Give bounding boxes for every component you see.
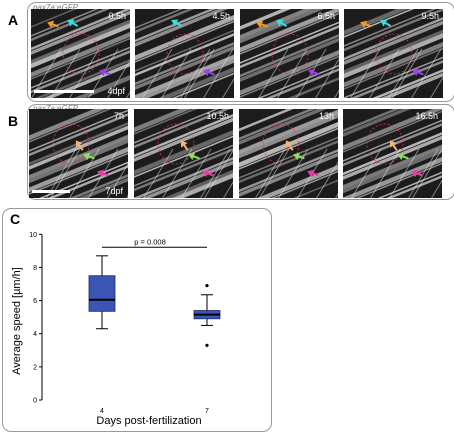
iqr-box (88, 275, 116, 312)
panel-c-letter: C (10, 211, 21, 227)
magenta-arrow-icon (411, 169, 423, 178)
scale-bar (34, 90, 94, 93)
green-arrow-icon (188, 152, 200, 161)
peach-arrow-icon (389, 140, 398, 151)
fluorescence-image (239, 109, 338, 198)
microscopy-frame: 9.5h (344, 9, 443, 98)
microscopy-frame: 10.5h (134, 109, 233, 198)
scale-bar (32, 190, 70, 193)
fluorescence-image (31, 9, 130, 98)
stage-label: 7dpf (105, 186, 123, 196)
time-label: 4.5h (212, 11, 230, 21)
y-tick-label: 0 (33, 398, 37, 405)
microscopy-frame: 16.5h (343, 109, 442, 198)
purple-arrow-icon (412, 68, 424, 77)
cyan-arrow-icon (380, 19, 392, 27)
y-tick-label: 8 (33, 265, 37, 272)
peach-arrow-icon (75, 140, 84, 151)
time-label: 13h (318, 111, 334, 121)
box-day-7 (193, 284, 221, 347)
microscopy-frame: 4.5h (135, 9, 234, 98)
fluorescence-image (344, 9, 443, 98)
time-label: 10.5h (206, 111, 229, 121)
orange-arrow-icon (47, 20, 59, 29)
y-tick-label: 2 (33, 364, 37, 371)
fluorescence-image (134, 109, 233, 198)
orange-arrow-icon (360, 20, 372, 29)
magenta-arrow-icon (97, 169, 109, 178)
microscopy-frame: 7h 7dpf (29, 109, 128, 198)
y-tick-label: 10 (29, 232, 37, 239)
microscopy-frame: 0.5h 4dpf (31, 9, 130, 98)
speed-boxplot: Average speed [µm/h] Days post-fertiliza… (11, 232, 221, 427)
x-tick-label: 7 (205, 408, 209, 415)
microscopy-frame: 6.5h (240, 9, 339, 98)
panel-a-letter: A (8, 12, 19, 28)
cyan-arrow-icon (67, 19, 79, 27)
y-tick-label: 4 (33, 331, 37, 338)
x-axis-title: Days post-fertilization (96, 415, 201, 427)
cyan-arrow-icon (171, 19, 183, 27)
green-arrow-icon (293, 152, 305, 161)
y-axis-title: Average speed [µm/h] (11, 267, 23, 375)
time-label: 16.5h (415, 111, 438, 121)
green-arrow-icon (83, 152, 95, 161)
magenta-arrow-icon (307, 169, 319, 178)
fluorescence-image (29, 109, 128, 198)
panel-a-gene-label: pax7a:eGFP (33, 3, 78, 12)
cyan-arrow-icon (276, 19, 288, 27)
orange-arrow-icon (256, 20, 268, 29)
purple-arrow-icon (203, 68, 215, 77)
panel-c-frame (2, 208, 272, 432)
green-arrow-icon (397, 152, 409, 161)
microscopy-frame: 13h (239, 109, 338, 198)
outlier-point (205, 284, 209, 288)
fluorescence-image (240, 9, 339, 98)
purple-arrow-icon (308, 68, 320, 77)
purple-arrow-icon (99, 68, 111, 77)
stage-label: 4dpf (107, 86, 125, 96)
panel-b-letter: B (8, 113, 19, 129)
time-label: 6.5h (317, 11, 335, 21)
outlier-point (205, 343, 209, 347)
box-day-4 (88, 255, 116, 330)
time-label: 9.5h (421, 11, 439, 21)
time-label: 0.5h (108, 11, 126, 21)
p-value-annotation: p = 0.008 (134, 237, 166, 246)
panel-b-gene-label: pax7a:eGFP (33, 104, 78, 113)
peach-arrow-icon (285, 140, 294, 151)
fluorescence-image (135, 9, 234, 98)
fluorescence-image (343, 109, 442, 198)
magenta-arrow-icon (202, 169, 214, 178)
time-label: 7h (113, 111, 124, 121)
x-tick-label: 4 (100, 408, 104, 415)
y-tick-label: 6 (33, 298, 37, 305)
peach-arrow-icon (180, 140, 189, 151)
